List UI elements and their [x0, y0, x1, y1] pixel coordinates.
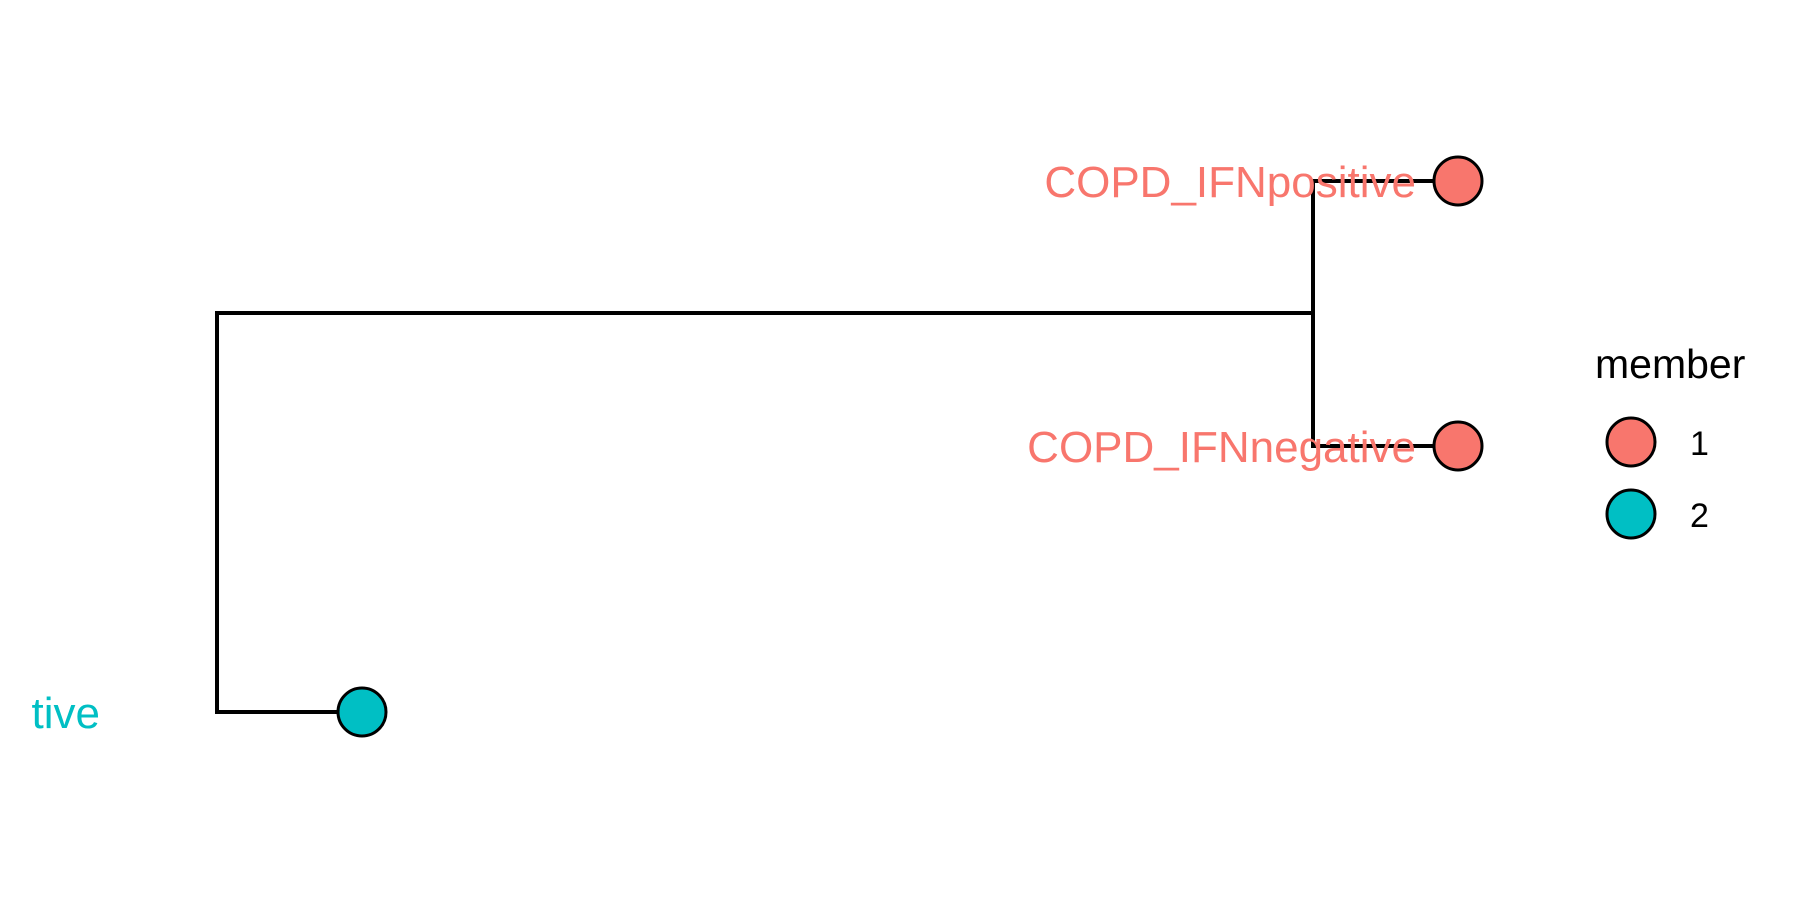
- tip-label-ifnnegative: COPD_IFNnegative: [1027, 423, 1416, 472]
- tree-branches: [215, 179, 1460, 714]
- tip-point-ifnpositive: [1432, 155, 1484, 207]
- tip-points: [336, 155, 1484, 738]
- tip-labels: COPD_IFNpositive COPD_IFNnegative tive: [32, 158, 1416, 738]
- tip-point-ifnnegative: [1432, 420, 1484, 472]
- tip-point-member2: [336, 686, 388, 738]
- legend: member 1 2: [1595, 341, 1745, 540]
- tip-label-ifnpositive: COPD_IFNpositive: [1044, 158, 1416, 207]
- legend-title: member: [1595, 341, 1745, 387]
- legend-label-2: 2: [1690, 497, 1709, 535]
- legend-label-1: 1: [1690, 425, 1709, 463]
- legend-key-1: [1605, 416, 1657, 468]
- tip-label-member2: tive: [32, 689, 100, 738]
- legend-key-2: [1605, 488, 1657, 540]
